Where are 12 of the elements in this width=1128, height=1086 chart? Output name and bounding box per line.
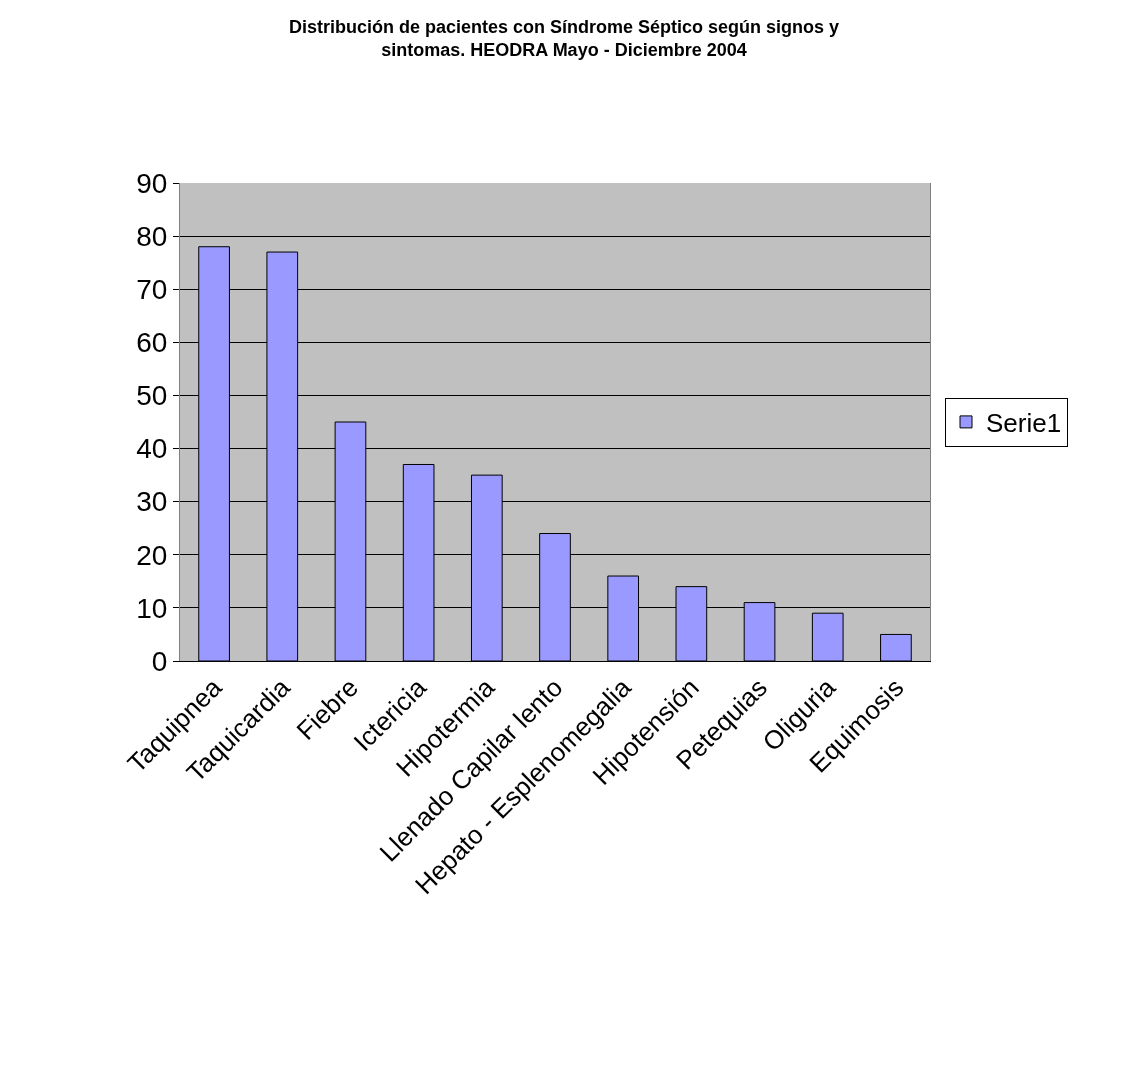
y-tick-label: 70 [136, 274, 168, 306]
y-tick-label: 50 [136, 380, 168, 412]
y-tick-label: 40 [136, 433, 168, 465]
y-tick-label: 0 [151, 645, 168, 677]
y-tick-label: 90 [136, 167, 168, 199]
y-tick-label: 30 [136, 486, 168, 518]
y-tick-label: 20 [136, 539, 168, 571]
legend-label: Serie1 [986, 408, 1062, 439]
y-tick-label: 10 [136, 592, 168, 624]
y-tick-label: 80 [136, 220, 168, 252]
y-tick-label: 60 [136, 327, 168, 359]
chart-title: Distribución de pacientes con Síndrome Séptico según signos y sintomas. HEODRA Mayo - Diciembre 2004 [288, 16, 840, 60]
